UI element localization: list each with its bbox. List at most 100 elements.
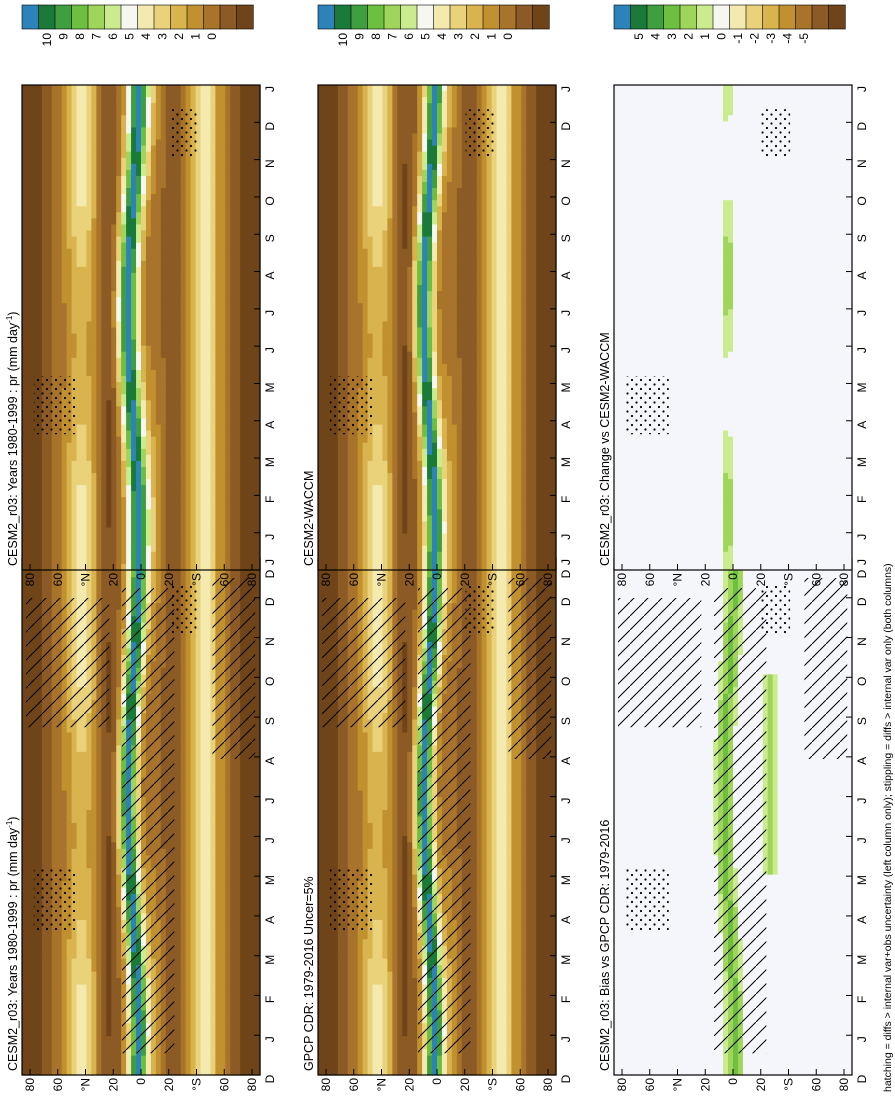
heatmap-cell: [101, 836, 107, 843]
heatmap-cell: [86, 907, 92, 914]
heatmap-cell: [106, 823, 112, 830]
heatmap-cell: [57, 972, 63, 979]
heatmap-cell: [91, 752, 97, 759]
heatmap-cell: [62, 497, 68, 504]
heatmap-cell: [57, 224, 63, 231]
heatmap-cell: [32, 146, 38, 153]
heatmap-cell: [57, 1049, 63, 1056]
heatmap-cell: [72, 109, 78, 116]
heatmap-cell: [37, 334, 43, 341]
heatmap-cell: [22, 1036, 28, 1043]
heatmap-cell: [106, 901, 112, 908]
heatmap-cell: [225, 1004, 231, 1011]
heatmap-cell: [62, 771, 68, 778]
heatmap-cell: [62, 291, 68, 298]
heatmap-cell: [67, 352, 73, 359]
heatmap-cell: [215, 972, 221, 979]
heatmap-cell: [201, 623, 207, 630]
heatmap-cell: [210, 952, 216, 959]
heatmap-cell: [225, 913, 231, 920]
heatmap-cell: [210, 888, 216, 895]
heatmap-cell: [191, 901, 197, 908]
heatmap-cell: [86, 829, 92, 836]
heatmap-cell: [106, 868, 112, 875]
heatmap-cell: [72, 503, 78, 510]
heatmap-cell: [72, 946, 78, 953]
heatmap-cell: [47, 437, 53, 444]
heatmap-cell: [27, 1056, 33, 1063]
heatmap-cell: [52, 249, 58, 256]
heatmap-cell: [72, 558, 78, 565]
heatmap-cell: [22, 206, 28, 213]
heatmap-cell: [32, 467, 38, 474]
heatmap-cell: [235, 784, 241, 791]
heatmap-cell: [245, 829, 251, 836]
heatmap-cell: [86, 1030, 92, 1037]
heatmap-cell: [116, 875, 122, 882]
heatmap-cell: [250, 959, 256, 966]
heatmap-cell: [186, 713, 192, 720]
heatmap-cell: [52, 188, 58, 195]
heatmap-cell: [96, 913, 102, 920]
heatmap-cell: [215, 985, 221, 992]
heatmap-cell: [67, 939, 73, 946]
heatmap-cell: [205, 791, 211, 798]
heatmap-cell: [201, 590, 207, 597]
heatmap-cell: [191, 933, 197, 940]
heatmap-cell: [96, 888, 102, 895]
heatmap-cell: [52, 291, 58, 298]
heatmap-cell: [37, 1030, 43, 1037]
heatmap-cell: [196, 842, 202, 849]
heatmap-cell: [52, 115, 58, 122]
heatmap-cell: [62, 115, 68, 122]
heatmap-cell: [106, 1023, 112, 1030]
heatmap-cell: [240, 920, 246, 927]
heatmap-cell: [186, 797, 192, 804]
heatmap-cell: [47, 309, 53, 316]
heatmap-cell: [82, 875, 88, 882]
heatmap-cell: [215, 907, 221, 914]
heatmap-cell: [72, 243, 78, 250]
heatmap-cell: [42, 528, 48, 535]
heatmap-cell: [82, 358, 88, 365]
heatmap-cell: [37, 991, 43, 998]
heatmap-cell: [116, 804, 122, 811]
heatmap-cell: [32, 109, 38, 116]
heatmap-cell: [32, 127, 38, 134]
heatmap-cell: [42, 358, 48, 365]
heatmap-cell: [186, 681, 192, 688]
heatmap-cell: [201, 1017, 207, 1024]
heatmap-cell: [47, 546, 53, 553]
heatmap-cell: [42, 449, 48, 456]
heatmap-cell: [47, 346, 53, 353]
heatmap-cell: [32, 933, 38, 940]
heatmap-cell: [37, 978, 43, 985]
heatmap-cell: [72, 939, 78, 946]
heatmap-cell: [72, 778, 78, 785]
heatmap-cell: [230, 1010, 236, 1017]
heatmap-cell: [72, 784, 78, 791]
heatmap-cell: [57, 952, 63, 959]
heatmap-cell: [62, 315, 68, 322]
heatmap-cell: [116, 907, 122, 914]
heatmap-cell: [67, 571, 73, 578]
heatmap-cell: [196, 907, 202, 914]
heatmap-cell: [52, 231, 58, 238]
heatmap-cell: [196, 862, 202, 869]
heatmap-cell: [230, 758, 236, 765]
heatmap-cell: [82, 406, 88, 413]
heatmap-cell: [22, 829, 28, 836]
heatmap-cell: [101, 907, 107, 914]
heatmap-cell: [42, 285, 48, 292]
heatmap-cell: [22, 291, 28, 298]
heatmap-cell: [47, 739, 53, 746]
heatmap-cell: [116, 648, 122, 655]
heatmap-cell: [47, 552, 53, 559]
heatmap-cell: [176, 823, 182, 830]
heatmap-cell: [77, 855, 83, 862]
heatmap-cell: [205, 855, 211, 862]
heatmap-cell: [47, 965, 53, 972]
heatmap-cell: [32, 791, 38, 798]
heatmap-cell: [111, 720, 117, 727]
heatmap-cell: [201, 629, 207, 636]
